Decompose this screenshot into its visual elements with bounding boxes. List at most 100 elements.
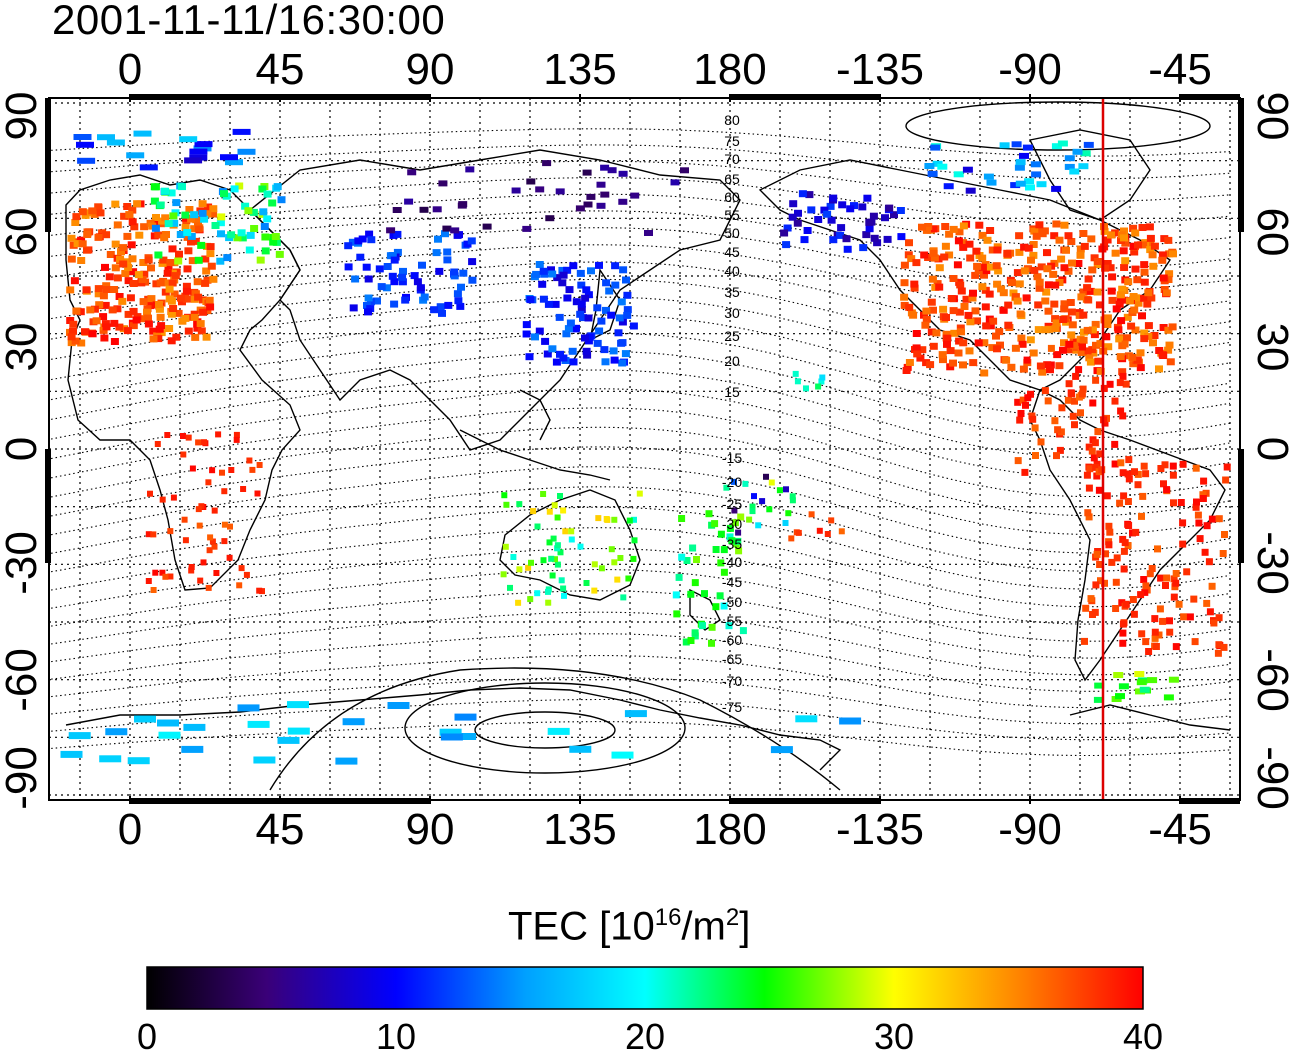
tec-cell (259, 208, 268, 216)
tec-cell (795, 715, 818, 723)
tec-cell (949, 275, 958, 282)
tec-cell (820, 206, 829, 214)
tec-cell (595, 515, 602, 522)
tec-cell (1111, 440, 1119, 448)
tec-cell (1154, 545, 1161, 553)
tec-cell (969, 359, 978, 367)
tec-cell (155, 325, 164, 333)
tec-cell (1085, 443, 1093, 451)
tec-cell (1122, 600, 1130, 608)
tec-cell (988, 246, 997, 254)
tec-cell (162, 573, 169, 580)
tec-cell (209, 275, 218, 283)
tec-cell (1155, 347, 1164, 354)
tec-cell (1210, 619, 1218, 627)
tec-cell (192, 216, 201, 224)
tec-cell (440, 733, 463, 741)
tec-cell (1035, 278, 1044, 286)
tec-cell (1140, 268, 1149, 276)
tec-cell (1164, 326, 1173, 334)
tec-cell (1031, 171, 1042, 178)
tec-cell (1024, 178, 1035, 185)
tec-cell (453, 231, 462, 239)
tec-cell (1029, 415, 1037, 423)
tec-cell (185, 434, 192, 441)
tec-cell (789, 497, 796, 504)
tec-cell (1087, 235, 1096, 243)
tec-cell (945, 230, 954, 238)
tec-cell (241, 202, 250, 210)
tec-cell (1101, 264, 1110, 272)
tec-cell (1183, 568, 1191, 576)
tec-cell (216, 219, 225, 227)
tec-cell (211, 222, 220, 229)
tec-cell (194, 256, 203, 264)
left-lat-axis: 90 60 30 0 -30 -60 -90 (0, 92, 46, 810)
tec-cell (1165, 270, 1174, 278)
tec-cell (1115, 300, 1124, 308)
tec-cell (712, 546, 720, 553)
south-pole-contour (269, 667, 841, 791)
tec-cell (159, 569, 166, 576)
tec-cell (232, 128, 251, 135)
tec-cell (233, 431, 240, 438)
tec-cell (124, 264, 133, 271)
magnetic-contour (49, 506, 1231, 590)
tec-cell (902, 367, 911, 374)
tec-cell (201, 279, 210, 287)
tec-cell (939, 356, 947, 364)
tec-cell (1116, 499, 1124, 507)
tec-cell (546, 508, 553, 515)
tec-cell (912, 330, 921, 337)
bottom-lon-label: 135 (543, 805, 616, 854)
tec-cell (223, 254, 232, 262)
tec-cell (77, 157, 96, 164)
tec-cell (1079, 336, 1088, 344)
tec-cell (200, 215, 209, 223)
tec-cell (943, 183, 954, 190)
tec-cell (349, 304, 358, 312)
tec-cell (1007, 363, 1016, 371)
tec-cell (577, 300, 586, 308)
tec-cell (154, 335, 163, 343)
tec-cell (576, 269, 585, 277)
tec-cell (182, 295, 191, 303)
frame-bar (45, 449, 51, 563)
tec-cell (90, 305, 99, 313)
tec-cell (1011, 141, 1022, 148)
tec-cell (108, 306, 117, 314)
tec-cell (184, 157, 203, 164)
tec-cell (1179, 460, 1187, 468)
south-pole-contour (474, 711, 616, 749)
tec-cell (226, 554, 233, 561)
tec-cell (992, 262, 1001, 270)
tec-cell (159, 256, 168, 264)
tec-cell (1166, 628, 1174, 636)
tec-cell (220, 154, 238, 161)
tec-cell (545, 588, 551, 595)
tec-cell (1134, 299, 1143, 307)
tec-cell (962, 166, 973, 173)
tec-cell (228, 467, 235, 473)
tec-cell (201, 439, 207, 446)
tec-cell (139, 259, 148, 266)
tec-cell (560, 507, 567, 514)
tec-cell (603, 516, 610, 522)
map-plot-area (49, 98, 1240, 800)
tec-cell (277, 196, 286, 204)
tec-cell (546, 539, 553, 546)
tec-cell (83, 209, 92, 217)
tec-cell (1093, 258, 1102, 265)
tec-cell (511, 187, 521, 194)
tec-cell (392, 207, 402, 213)
tec-cell (816, 527, 823, 534)
tec-cell (128, 255, 137, 263)
north-pole-contour (905, 101, 1211, 151)
tec-cell (582, 286, 591, 294)
tec-cell (188, 564, 195, 570)
tec-cell (1132, 528, 1140, 536)
tec-cell (73, 134, 92, 140)
tec-cell (986, 227, 995, 234)
tec-cell (910, 284, 919, 292)
tec-cell (250, 225, 259, 232)
